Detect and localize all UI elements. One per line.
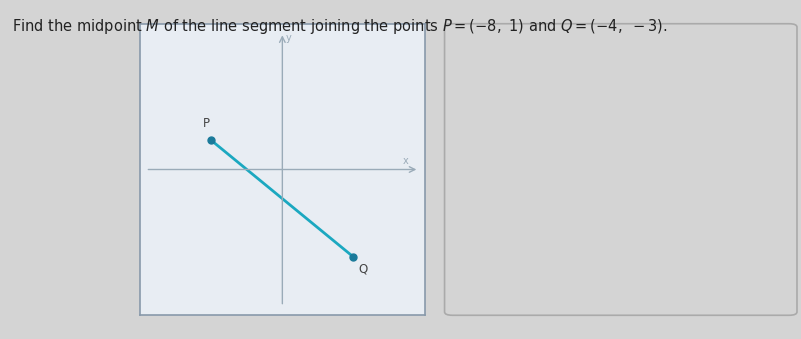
Text: P: P	[203, 117, 210, 130]
Text: ,: ,	[603, 156, 608, 174]
Text: Q: Q	[359, 263, 368, 276]
Text: Find the midpoint $M$ of the line segment joining the points $P = (-8,\ 1)$ and : Find the midpoint $M$ of the line segmen…	[12, 17, 667, 36]
Text: x: x	[729, 233, 741, 252]
FancyBboxPatch shape	[717, 101, 753, 145]
Text: $M$ =: $M$ =	[472, 156, 508, 174]
FancyBboxPatch shape	[717, 48, 753, 92]
Text: x: x	[403, 156, 409, 166]
FancyBboxPatch shape	[613, 116, 670, 223]
Text: y: y	[286, 33, 292, 43]
FancyBboxPatch shape	[546, 116, 603, 223]
